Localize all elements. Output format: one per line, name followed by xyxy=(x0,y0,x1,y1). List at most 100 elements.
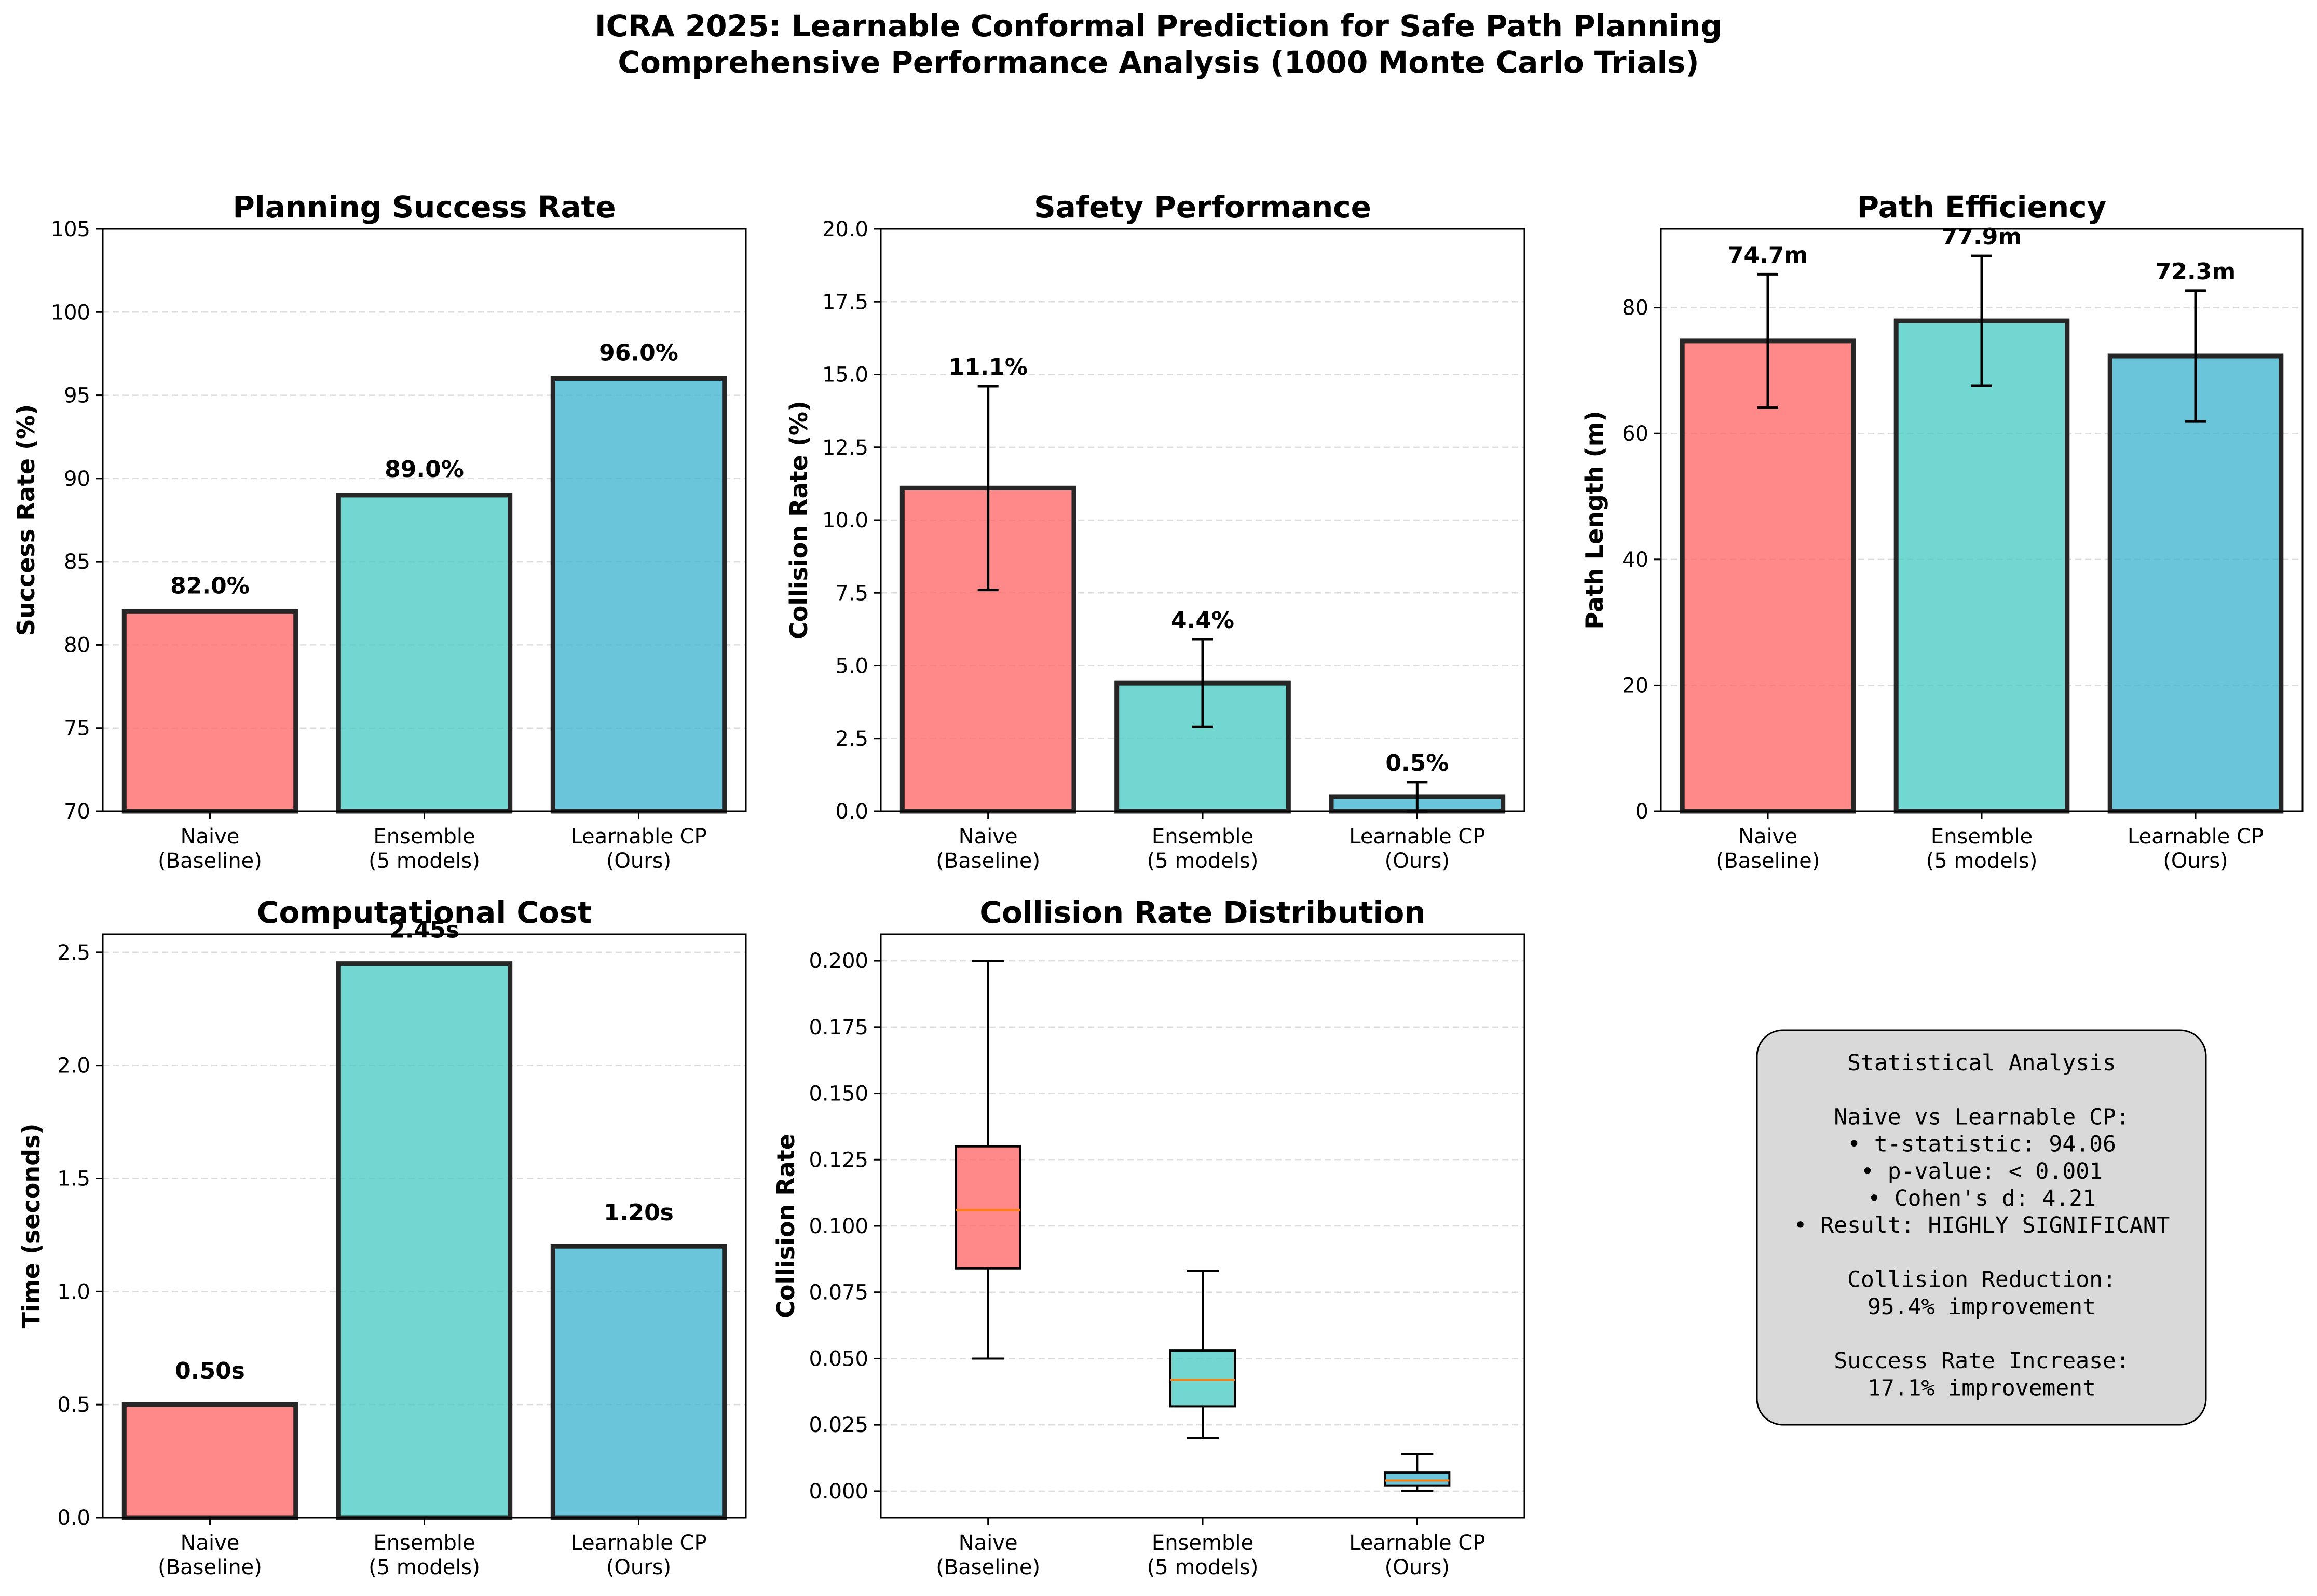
y-tick-label: 2.5 xyxy=(57,941,90,965)
y-tick-label: 105 xyxy=(51,217,90,241)
data-label: 2.45s xyxy=(389,917,459,944)
y-tick-label: 100 xyxy=(51,301,90,324)
y-tick-label: 0.0 xyxy=(57,1506,90,1530)
y-axis-label: Time (seconds) xyxy=(17,1124,45,1329)
bar xyxy=(1893,318,2070,814)
y-tick-label: 20 xyxy=(1622,674,1648,698)
x-tick-label: Naive xyxy=(959,825,1018,849)
x-tick-label: (Baseline) xyxy=(158,1556,262,1579)
x-tick-label: (5 models) xyxy=(369,1556,480,1579)
x-tick-label: (Ours) xyxy=(1385,1556,1450,1579)
x-tick-label: Ensemble xyxy=(1931,825,2033,849)
y-tick-label: 2.5 xyxy=(835,727,868,751)
y-tick-label: 0.025 xyxy=(809,1413,868,1437)
chart-panel-4: 0.50s 2.45s 1.20s 0.0 0.5 1.0 1.5 2.0 2.5 Naive(B… xyxy=(17,895,747,1579)
chart-title: Collision Rate Distribution xyxy=(979,895,1425,930)
y-tick-label: 75 xyxy=(64,717,90,741)
y-tick-label: 40 xyxy=(1622,548,1648,572)
y-tick-label: 0.125 xyxy=(809,1148,868,1172)
x-tick-label: (Baseline) xyxy=(936,849,1040,873)
y-axis-label: Success Rate (%) xyxy=(12,404,40,636)
stats-line: 95.4% improvement xyxy=(1868,1294,2096,1320)
charts-layer: 82.0%89.0%96.0%707580859095100105Naive(B… xyxy=(12,189,2304,1579)
x-tick-label: (5 models) xyxy=(1147,849,1259,873)
x-tick-label: Naive xyxy=(959,1531,1018,1555)
box xyxy=(955,1145,1021,1270)
chart-panel-2: 11.1% 4.4% 0.5% 0.0 2.5 5.0 7.5 10.0 12.5 15.0 17.… xyxy=(785,189,1525,873)
bar xyxy=(2107,353,2284,814)
y-tick-label: 80 xyxy=(64,633,90,657)
stats-line: • Cohen's d: 4.21 xyxy=(1868,1185,2096,1211)
data-label: 72.3m xyxy=(2156,258,2236,285)
y-axis-label: Path Length (m) xyxy=(1580,411,1609,629)
x-tick-label: (5 models) xyxy=(369,849,480,873)
y-tick-label: 1.0 xyxy=(57,1280,90,1304)
x-tick-label: Learnable CP xyxy=(1349,1531,1485,1555)
y-tick-label: 0.150 xyxy=(809,1082,868,1106)
x-tick-label: (Ours) xyxy=(1385,849,1450,873)
x-tick-label: (Baseline) xyxy=(936,1556,1040,1579)
stats-line: Collision Reduction: xyxy=(1847,1267,2116,1293)
y-tick-label: 5.0 xyxy=(835,654,868,678)
x-tick-label: Naive xyxy=(181,825,240,849)
stats-line: Success Rate Increase: xyxy=(1834,1348,2130,1374)
x-tick-label: Ensemble xyxy=(373,1531,475,1555)
data-label: 1.20s xyxy=(604,1199,674,1226)
stats-box xyxy=(1756,1029,2207,1426)
y-tick-label: 0.5 xyxy=(57,1393,90,1417)
y-tick-label: 2.0 xyxy=(57,1054,90,1078)
y-tick-label: 0 xyxy=(1635,800,1648,824)
data-label: 89.0% xyxy=(385,456,464,483)
figure-title-line1: ICRA 2025: Learnable Conformal Predictio… xyxy=(595,8,1722,44)
stats-line: Statistical Analysis xyxy=(1847,1050,2116,1076)
chart-panel-5: 0.000 0.025 0.050 0.075 0.100 0.125 0.150 0.175… xyxy=(772,895,1525,1579)
y-tick-label: 0.0 xyxy=(835,800,868,824)
box xyxy=(1169,1349,1236,1408)
data-label: 0.50s xyxy=(175,1358,245,1384)
y-tick-label: 1.5 xyxy=(57,1167,90,1191)
y-tick-label: 80 xyxy=(1622,296,1648,320)
chart-title: Safety Performance xyxy=(1034,189,1371,225)
y-tick-label: 20.0 xyxy=(822,217,868,241)
y-tick-label: 95 xyxy=(64,384,90,408)
y-tick-label: 0.100 xyxy=(809,1215,868,1238)
figure-title-line2: Comprehensive Performance Analysis (1000… xyxy=(618,45,1699,80)
y-tick-label: 85 xyxy=(64,550,90,574)
x-tick-label: Learnable CP xyxy=(1349,825,1485,849)
data-label: 74.7m xyxy=(1728,242,1808,268)
x-tick-label: Learnable CP xyxy=(570,1531,706,1555)
y-axis-label: Collision Rate xyxy=(772,1134,800,1318)
data-label: 11.1% xyxy=(948,354,1028,380)
bar xyxy=(336,961,513,1520)
data-label: 0.5% xyxy=(1385,750,1449,776)
x-tick-label: Ensemble xyxy=(373,825,475,849)
bar xyxy=(336,493,513,814)
y-axis-label: Collision Rate (%) xyxy=(785,401,813,639)
x-tick-label: Ensemble xyxy=(1152,1531,1253,1555)
chart-title: Path Efficiency xyxy=(1857,189,2107,225)
data-label: 77.9m xyxy=(1942,224,2022,250)
data-label: 4.4% xyxy=(1171,607,1234,634)
data-label: 96.0% xyxy=(599,340,678,366)
y-tick-label: 0.000 xyxy=(809,1480,868,1504)
y-tick-label: 0.200 xyxy=(809,949,868,973)
stats-line: 17.1% improvement xyxy=(1868,1375,2096,1401)
x-tick-label: (Ours) xyxy=(606,1556,671,1579)
y-tick-label: 60 xyxy=(1622,422,1648,446)
bar xyxy=(550,376,727,814)
chart-panel-1: 82.0% 89.0% 96.0% 70 75 80 85 90 95 100 105 Naive(B… xyxy=(12,189,747,873)
x-tick-label: (Baseline) xyxy=(1716,849,1820,873)
stats-line: Naive vs Learnable CP: xyxy=(1834,1104,2130,1130)
x-tick-label: (5 models) xyxy=(1147,1556,1259,1579)
y-tick-label: 7.5 xyxy=(835,581,868,605)
x-tick-label: (Baseline) xyxy=(158,849,262,873)
x-tick-label: Ensemble xyxy=(1152,825,1253,849)
bar xyxy=(550,1244,727,1520)
y-tick-label: 90 xyxy=(64,467,90,491)
box xyxy=(1384,1471,1451,1487)
chart-title: Planning Success Rate xyxy=(233,189,616,225)
y-tick-label: 0.050 xyxy=(809,1347,868,1371)
stats-line: • p-value: < 0.001 xyxy=(1861,1158,2103,1184)
x-tick-label: Learnable CP xyxy=(2128,825,2264,849)
